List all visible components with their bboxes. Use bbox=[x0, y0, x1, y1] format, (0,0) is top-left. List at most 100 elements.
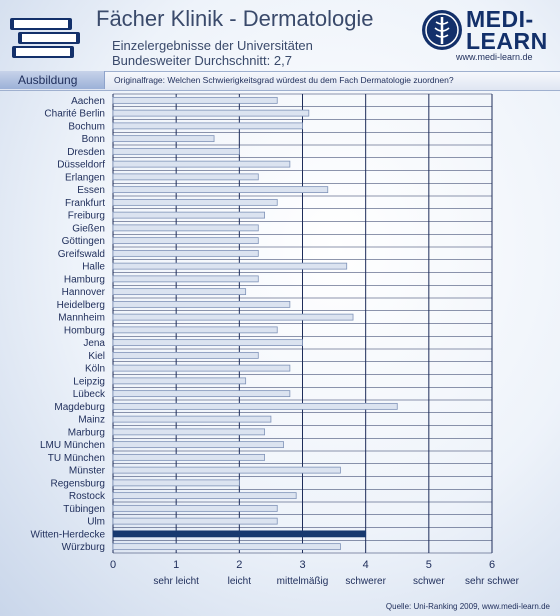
x-tick-label: 5 bbox=[426, 559, 432, 571]
category-label: Regensburg bbox=[51, 478, 105, 489]
category-label: Göttingen bbox=[62, 236, 105, 247]
average-note: Bundesweiter Durchschnitt: 2,7 bbox=[112, 53, 292, 68]
bar-marburg bbox=[112, 428, 266, 436]
bar-heidelberg bbox=[112, 300, 291, 308]
scale-label: schwerer bbox=[345, 576, 386, 587]
category-label: Bochum bbox=[68, 121, 105, 132]
category-label: Mannheim bbox=[58, 313, 105, 324]
category-label: Marburg bbox=[68, 427, 105, 438]
brand-url: www.medi-learn.de bbox=[456, 52, 533, 62]
category-label: Dresden bbox=[67, 147, 105, 158]
category-label: Leipzig bbox=[73, 376, 105, 387]
bar-charit-berlin bbox=[112, 109, 310, 117]
bar-würzburg bbox=[112, 543, 341, 551]
category-label: Frankfurt bbox=[65, 198, 105, 209]
bar-layer bbox=[112, 96, 398, 551]
category-label: Würzburg bbox=[62, 542, 105, 553]
tab-ausbildung[interactable] bbox=[0, 71, 105, 89]
category-label: Düsseldorf bbox=[57, 160, 105, 171]
category-label: Münster bbox=[69, 466, 106, 477]
category-label: Hamburg bbox=[64, 274, 105, 285]
x-tick-label: 6 bbox=[489, 559, 495, 571]
page-title: Fächer Klinik - Dermatologie bbox=[96, 6, 374, 31]
category-label: Kiel bbox=[88, 351, 105, 362]
source-note: Quelle: Uni-Ranking 2009, www.medi-learn… bbox=[385, 602, 550, 611]
bar-homburg bbox=[112, 326, 278, 334]
grid-layer bbox=[112, 93, 493, 554]
category-label: Heidelberg bbox=[57, 300, 105, 311]
bar-göttingen bbox=[112, 237, 259, 245]
bar-lmu-münchen bbox=[112, 441, 284, 449]
scale-label: schwer bbox=[413, 576, 445, 587]
bar-hannover bbox=[112, 288, 247, 296]
bar-regensburg bbox=[112, 479, 240, 487]
x-tick-label: 1 bbox=[173, 559, 179, 571]
books-icon bbox=[10, 18, 80, 58]
bar-tu-münchen bbox=[112, 453, 266, 461]
category-label: Lübeck bbox=[73, 389, 106, 400]
bar-halle bbox=[112, 262, 348, 270]
category-label: Bonn bbox=[82, 134, 105, 145]
category-label: TU München bbox=[48, 453, 105, 464]
subtitle: Einzelergebnisse der Universitäten bbox=[112, 38, 313, 53]
x-tick-label: 0 bbox=[110, 559, 116, 571]
category-label: Gießen bbox=[72, 223, 105, 234]
bar-greifswald bbox=[112, 249, 259, 257]
bar-münster bbox=[112, 466, 341, 474]
bar-dresden bbox=[112, 147, 240, 155]
bar-tübingen bbox=[112, 504, 278, 512]
category-label: Witten-Herdecke bbox=[31, 529, 106, 540]
scale-label: mittelmäßig bbox=[277, 576, 329, 587]
scale-label: sehr schwer bbox=[465, 576, 520, 587]
bar-kiel bbox=[112, 351, 259, 359]
bar-hamburg bbox=[112, 275, 259, 283]
category-label: Rostock bbox=[69, 491, 106, 502]
category-label: Ulm bbox=[87, 517, 105, 528]
brand-name-line1: MEDI- bbox=[466, 6, 534, 32]
category-label: Essen bbox=[77, 185, 105, 196]
scale-label: leicht bbox=[228, 576, 252, 587]
x-tick-label: 2 bbox=[236, 559, 242, 571]
bar-rostock bbox=[112, 492, 297, 500]
original-question: Originalfrage: Welchen Schwierigkeitsgra… bbox=[114, 75, 454, 85]
category-label: Freiburg bbox=[68, 211, 105, 222]
category-label: Tübingen bbox=[63, 504, 105, 515]
category-label: Mainz bbox=[78, 415, 105, 426]
tab-label: Ausbildung bbox=[18, 73, 78, 87]
x-tick-label: 3 bbox=[299, 559, 305, 571]
category-label: LMU München bbox=[40, 440, 105, 451]
category-label: Charité Berlin bbox=[44, 109, 105, 120]
brand-name-line2: LEARN bbox=[466, 28, 548, 54]
bar-frankfurt bbox=[112, 198, 278, 206]
category-label: Halle bbox=[82, 262, 105, 273]
bar-mainz bbox=[112, 415, 272, 423]
caduceus-logo-icon bbox=[422, 10, 462, 50]
bar-aachen bbox=[112, 96, 278, 104]
bar-gießen bbox=[112, 224, 259, 232]
bar-witten-herdecke bbox=[112, 530, 367, 538]
category-label: Aachen bbox=[71, 96, 105, 107]
section-bar bbox=[0, 71, 560, 91]
bar-lübeck bbox=[112, 390, 291, 398]
category-label: Hannover bbox=[62, 287, 106, 298]
category-label: Magdeburg bbox=[54, 402, 105, 413]
bar-mannheim bbox=[112, 313, 354, 321]
category-label: Erlangen bbox=[65, 172, 105, 183]
bar-düsseldorf bbox=[112, 160, 291, 168]
category-label: Homburg bbox=[64, 325, 105, 336]
bar-köln bbox=[112, 364, 291, 372]
bar-essen bbox=[112, 186, 329, 194]
category-label: Jena bbox=[83, 338, 105, 349]
bar-erlangen bbox=[112, 173, 259, 181]
bar-ulm bbox=[112, 517, 278, 525]
category-label: Greifswald bbox=[58, 249, 105, 260]
bar-bochum bbox=[112, 122, 303, 130]
x-tick-label: 4 bbox=[363, 559, 369, 571]
bar-freiburg bbox=[112, 211, 266, 219]
bar-magdeburg bbox=[112, 402, 398, 410]
category-label: Köln bbox=[85, 364, 105, 375]
bar-jena bbox=[112, 339, 303, 347]
